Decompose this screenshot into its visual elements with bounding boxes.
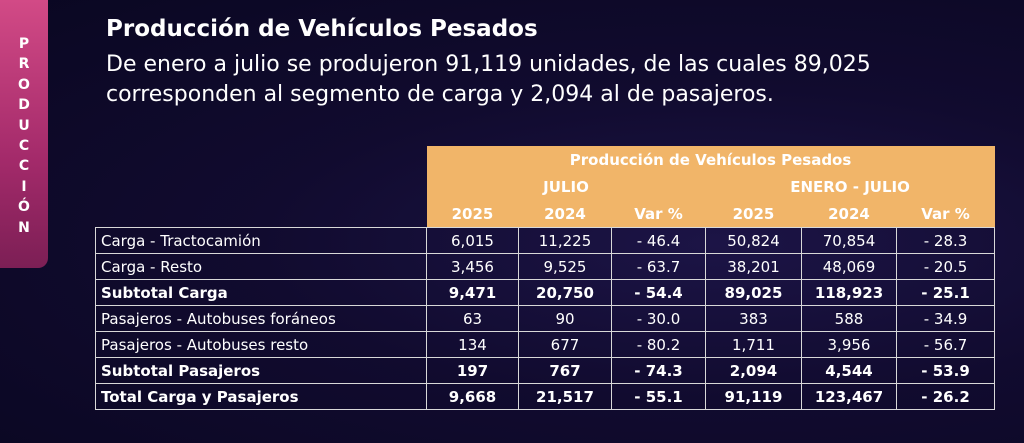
table-cell: - 46.4 [611,227,706,254]
column-header: 2025 [426,200,519,228]
tab-letter: D [18,97,30,114]
tab-letter: C [18,158,30,175]
table-cell: 588 [801,305,897,332]
table-cell: 3,456 [426,253,519,280]
tab-letter: I [21,178,27,195]
tab-letter: Ó [18,199,30,216]
tab-letter: U [18,117,30,134]
table-cell: 21,517 [518,383,612,410]
table-row: Carga - Resto 3,456 9,525 - 63.7 38,201 … [95,253,996,280]
table-cell: - 28.3 [895,227,996,254]
table-cell: 123,467 [801,383,897,410]
column-header: 2025 [705,200,802,228]
table-cell: 20,750 [518,279,612,306]
table-caption: Producción de Vehículos Pesados [426,146,995,173]
table-cell: - 80.2 [611,331,706,358]
table-cell: - 53.9 [895,357,996,384]
tab-letter: O [18,76,30,93]
table-cell: 767 [518,357,612,384]
column-header: Var % [896,200,995,228]
group-header-julio: JULIO [426,173,706,200]
row-label: Subtotal Carga [95,279,427,306]
table-row: Pasajeros - Autobuses foráneos 63 90 - 3… [95,305,996,332]
table-cell: - 63.7 [611,253,706,280]
tab-letter: C [18,138,30,155]
table-cell: 89,025 [705,279,802,306]
page-title: Producción de Vehículos Pesados [106,16,538,42]
table-cell: - 74.3 [611,357,706,384]
table-cell: 48,069 [801,253,897,280]
table-row: Carga - Tractocamión 6,015 11,225 - 46.4… [95,227,996,254]
column-header: 2024 [518,200,612,228]
group-header-enero-julio: ENERO - JULIO [705,173,995,200]
table-cell: 63 [426,305,519,332]
table-cell: - 55.1 [611,383,706,410]
table-cell: - 56.7 [895,331,996,358]
table-cell: - 26.2 [895,383,996,410]
table-cell: 90 [518,305,612,332]
table-cell: - 34.9 [895,305,996,332]
table-cell: 91,119 [705,383,802,410]
header-spacer [96,146,427,173]
section-tab [0,0,48,268]
table-cell: 677 [518,331,612,358]
table-cell: 383 [705,305,802,332]
table-cell: - 25.1 [895,279,996,306]
column-header: 2024 [801,200,897,228]
table-cell: - 20.5 [895,253,996,280]
table-cell: 118,923 [801,279,897,306]
header-spacer [96,200,427,228]
row-label: Pasajeros - Autobuses foráneos [95,305,427,332]
table-cell: - 54.4 [611,279,706,306]
table-cell: 50,824 [705,227,802,254]
table-cell: 6,015 [426,227,519,254]
tab-letter: R [18,56,30,73]
table-cell: 1,711 [705,331,802,358]
tab-letter: P [18,36,30,52]
table-cell: 134 [426,331,519,358]
total-row: Total Carga y Pasajeros 9,668 21,517 - 5… [95,383,996,410]
production-table: Producción de Vehículos Pesados JULIO EN… [95,146,996,410]
row-label: Carga - Resto [95,253,427,280]
lead-paragraph: De enero a julio se produjeron 91,119 un… [106,52,871,107]
table-cell: 11,225 [518,227,612,254]
table-cell: 4,544 [801,357,897,384]
table-cell: 9,471 [426,279,519,306]
table-cell: 9,525 [518,253,612,280]
table-cell: 38,201 [705,253,802,280]
header-spacer [96,173,427,200]
table-cell: - 30.0 [611,305,706,332]
row-label: Pasajeros - Autobuses resto [95,331,427,358]
subtotal-row: Subtotal Carga 9,471 20,750 - 54.4 89,02… [95,279,996,306]
subtotal-row: Subtotal Pasajeros 197 767 - 74.3 2,094 … [95,357,996,384]
table-cell: 9,668 [426,383,519,410]
row-label: Carga - Tractocamión [95,227,427,254]
section-tab-label: P R O D U C C I Ó N [0,34,48,238]
table-cell: 70,854 [801,227,897,254]
row-label: Total Carga y Pasajeros [95,383,427,410]
column-header: Var % [611,200,706,228]
tab-letter: N [18,219,30,236]
table-row: Pasajeros - Autobuses resto 134 677 - 80… [95,331,996,358]
row-label: Subtotal Pasajeros [95,357,427,384]
table-cell: 3,956 [801,331,897,358]
table-cell: 2,094 [705,357,802,384]
table-cell: 197 [426,357,519,384]
